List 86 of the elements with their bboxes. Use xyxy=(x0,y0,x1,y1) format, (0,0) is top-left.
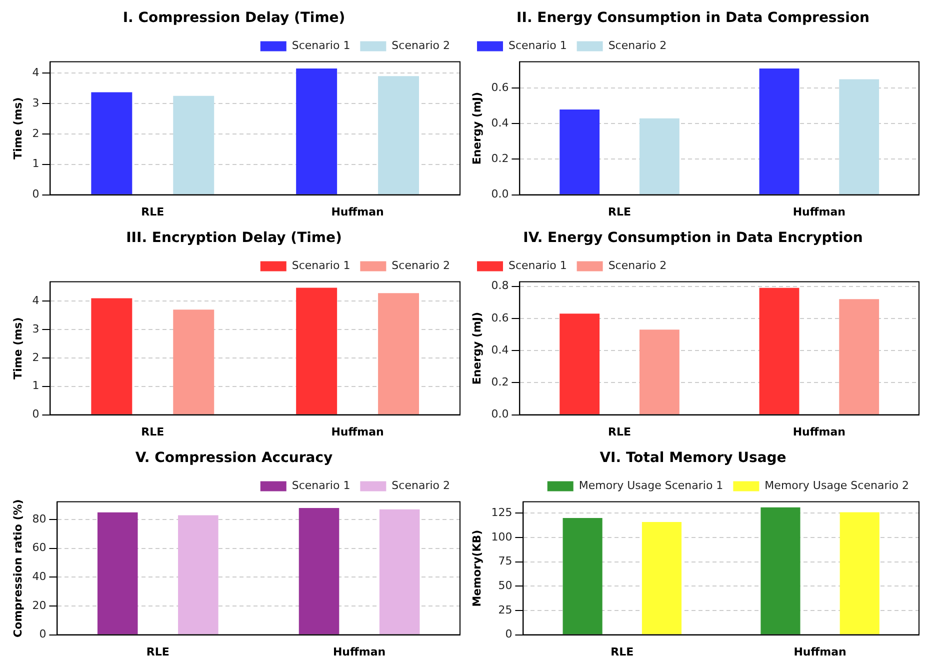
legend-label: Scenario 1 xyxy=(508,39,567,52)
y-tick-label: 25 xyxy=(498,603,512,616)
bar xyxy=(378,76,420,194)
bar xyxy=(296,68,338,194)
legend-label: Scenario 2 xyxy=(392,39,450,52)
y-tick-label: 100 xyxy=(491,530,512,544)
bar xyxy=(378,293,420,414)
y-tick-label: 0 xyxy=(505,628,512,641)
y-tick-label: 0.2 xyxy=(491,152,509,166)
y-axis-title: Energy (mJ) xyxy=(470,92,484,165)
y-tick-label: 0 xyxy=(32,188,40,201)
bar xyxy=(839,299,880,414)
chart-title: I. Compression Delay (Time) xyxy=(122,10,346,26)
bar xyxy=(642,522,682,634)
bar xyxy=(173,96,214,194)
y-tick-label: 4 xyxy=(32,66,40,79)
bar xyxy=(759,68,800,194)
legend-label: Scenario 2 xyxy=(392,479,450,492)
y-tick-label: 3 xyxy=(32,322,40,336)
y-tick-label: 0.0 xyxy=(491,188,509,201)
legend-label: Scenario 2 xyxy=(392,259,450,272)
bar xyxy=(91,298,132,414)
bar xyxy=(560,109,600,194)
y-tick-label: 0.0 xyxy=(491,408,509,421)
x-tick-label: Huffman xyxy=(331,425,384,438)
chart-title: IV. Energy Consumption in Data Encryption xyxy=(523,230,863,246)
legend-label: Scenario 2 xyxy=(608,259,667,272)
y-tick-label: 4 xyxy=(32,294,40,307)
y-tick-label: 3 xyxy=(32,96,40,110)
y-tick-label: 1 xyxy=(32,157,40,170)
y-axis-title: Memory(KB) xyxy=(470,530,484,607)
legend-label: Scenario 2 xyxy=(608,39,667,52)
y-tick-label: 0.2 xyxy=(491,376,509,389)
y-tick-label: 0.4 xyxy=(491,343,509,356)
chart-title: VI. Total Memory Usage xyxy=(600,450,786,466)
y-tick-label: 0.6 xyxy=(491,311,509,324)
x-tick-label: Huffman xyxy=(794,645,846,658)
bar xyxy=(562,518,602,634)
bar xyxy=(560,314,600,414)
bar xyxy=(173,310,214,414)
legend-label: Scenario 1 xyxy=(292,259,350,272)
y-tick-label: 40 xyxy=(32,570,46,584)
y-tick-label: 0.8 xyxy=(491,279,509,292)
x-tick-label: RLE xyxy=(146,645,170,658)
x-tick-label: Huffman xyxy=(331,205,384,218)
y-tick-label: 0.4 xyxy=(491,116,509,130)
legend-label: Memory Usage Scenario 1 xyxy=(578,479,724,492)
y-tick-label: 80 xyxy=(32,512,46,526)
bar xyxy=(759,288,800,414)
chart-title: V. Compression Accuracy xyxy=(135,450,333,466)
bar xyxy=(840,512,880,634)
y-tick-label: 2 xyxy=(32,126,40,140)
bar xyxy=(760,507,800,634)
chart-title: II. Energy Consumption in Data Compression xyxy=(516,10,870,26)
y-tick-label: 125 xyxy=(491,506,512,520)
y-tick-label: 0.6 xyxy=(491,80,509,94)
legend-label: Memory Usage Scenario 2 xyxy=(764,479,910,492)
x-tick-label: RLE xyxy=(141,205,164,218)
x-tick-label: Huffman xyxy=(792,425,846,438)
y-tick-label: 0 xyxy=(39,628,46,641)
y-tick-label: 60 xyxy=(32,541,46,554)
x-tick-label: RLE xyxy=(608,205,632,218)
x-tick-label: RLE xyxy=(608,425,632,438)
bar xyxy=(639,330,680,414)
bar xyxy=(296,288,338,414)
y-tick-label: 2 xyxy=(32,350,40,364)
bar xyxy=(639,118,680,194)
bar xyxy=(91,92,132,194)
x-tick-label: RLE xyxy=(610,645,634,658)
y-axis-title: Time (ms) xyxy=(11,317,24,380)
y-tick-label: 20 xyxy=(32,598,46,612)
y-tick-label: 1 xyxy=(32,379,40,392)
x-tick-label: RLE xyxy=(141,425,164,438)
y-tick-label: 0 xyxy=(32,408,40,421)
bar xyxy=(839,79,880,194)
chart-title: III. Encryption Delay (Time) xyxy=(126,230,342,246)
legend-label: Scenario 1 xyxy=(292,479,350,492)
y-tick-label: 50 xyxy=(498,579,512,592)
y-axis-title: Time (ms) xyxy=(11,97,24,160)
x-tick-label: Huffman xyxy=(792,205,846,218)
legend-label: Scenario 1 xyxy=(292,39,350,52)
y-tick-label: 75 xyxy=(498,554,512,568)
legend-label: Scenario 1 xyxy=(508,259,567,272)
y-axis-title: Energy (mJ) xyxy=(470,312,484,385)
x-tick-label: Huffman xyxy=(332,645,386,658)
y-axis-title: Compression ratio (%) xyxy=(11,499,24,638)
